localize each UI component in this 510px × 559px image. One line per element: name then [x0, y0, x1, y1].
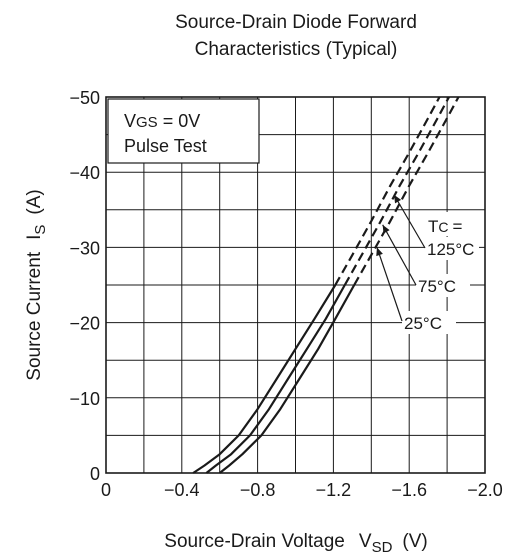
series-solid-2 — [219, 284, 356, 474]
temp-header-sub: C — [438, 219, 448, 235]
temp-header-suffix: = — [453, 217, 463, 236]
temp-label-bg — [416, 274, 470, 297]
vgs-value: = 0V — [163, 111, 201, 131]
x-axis-label: Source-Drain Voltage VSD (V) — [164, 531, 427, 556]
y-label-unit: (A) — [24, 189, 45, 214]
temp-leader-arrow — [376, 247, 383, 257]
y-tick-label: −20 — [69, 314, 100, 334]
temp-leader-line — [393, 194, 426, 249]
series-solid-1 — [205, 284, 346, 474]
temp-leader-arrow — [382, 224, 390, 234]
chart-title-line1: Source-Drain Diode Forward — [175, 12, 417, 33]
x-tick-label: −2.0 — [467, 480, 503, 500]
conditions-box — [107, 98, 260, 164]
x-tick-label: −1.6 — [391, 480, 427, 500]
chart-title-line2: Characteristics (Typical) — [195, 39, 398, 60]
curves — [192, 96, 460, 474]
temp-leader-line — [376, 247, 403, 322]
x-tick-label: −1.2 — [316, 480, 352, 500]
series-dashed-1 — [343, 96, 450, 286]
y-label-sub: S — [32, 225, 49, 235]
y-tick-labels: 0 −10 −20 −30 −40 −50 — [69, 88, 100, 484]
x-label-sub: SD — [372, 539, 393, 556]
x-tick-label: −0.8 — [240, 480, 276, 500]
series-solid-0 — [192, 284, 337, 474]
temp-header-bg — [425, 212, 477, 236]
temp-label: 75°C — [418, 277, 456, 296]
temp-header-symbol: T — [428, 217, 438, 236]
temp-label-bg — [402, 311, 456, 334]
x-tick-label: −0.4 — [164, 480, 200, 500]
temperature-labels: 125°C 75°C 25°C — [376, 194, 479, 334]
y-tick-label: −30 — [69, 238, 100, 258]
x-label-unit: (V) — [402, 531, 427, 552]
temp-leader-arrow — [394, 194, 402, 204]
x-tick-labels: 0 −0.4 −0.8 −1.2 −1.6 −2.0 — [101, 480, 503, 500]
x-label-symbol: V — [359, 531, 372, 552]
x-label-main: Source-Drain Voltage — [164, 531, 345, 552]
y-label-symbol: I — [24, 235, 45, 240]
temp-label: 125°C — [427, 240, 474, 259]
vgs-symbol: V — [124, 111, 136, 131]
x-tick-label: 0 — [101, 480, 111, 500]
series-dashed-2 — [353, 96, 460, 286]
plot-frame — [105, 96, 486, 474]
temp-leader-line — [382, 224, 417, 286]
y-axis-label: Source Current IS (A) — [24, 189, 49, 380]
vgs-sub: GS — [136, 114, 158, 131]
y-tick-label: −50 — [69, 88, 100, 108]
pulse-test-label: Pulse Test — [124, 136, 207, 156]
temp-label: 25°C — [404, 314, 442, 333]
y-tick-label: −40 — [69, 163, 100, 183]
temp-label-bg — [425, 237, 479, 260]
vgs-condition: VGS = 0V — [124, 111, 200, 131]
series-dashed-0 — [334, 96, 441, 286]
y-tick-label: 0 — [90, 464, 100, 484]
y-label-main: Source Current — [24, 251, 45, 381]
temp-header: TC = — [428, 217, 463, 236]
y-tick-label: −10 — [69, 389, 100, 409]
